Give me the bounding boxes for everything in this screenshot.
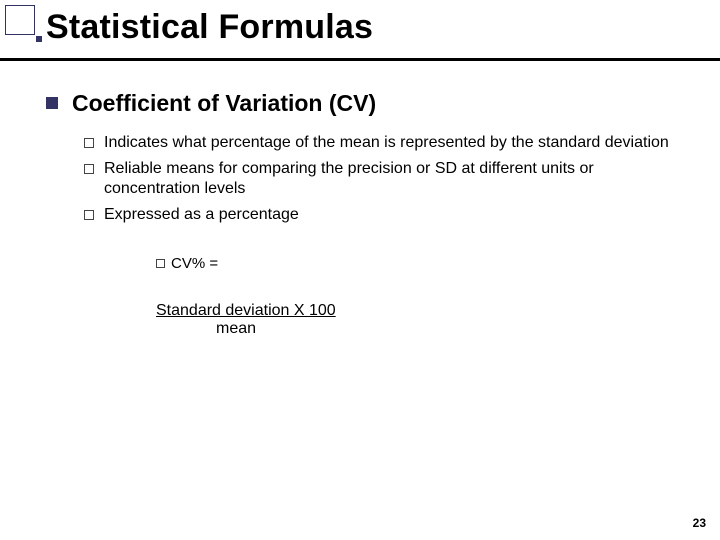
title-underline (0, 58, 720, 61)
corner-dot (36, 36, 42, 42)
hollow-square-icon (84, 210, 94, 220)
point-text: Reliable means for comparing the precisi… (104, 159, 686, 199)
hollow-square-icon (84, 164, 94, 174)
list-item: Reliable means for comparing the precisi… (84, 159, 686, 199)
list-item: Expressed as a percentage (84, 205, 686, 225)
heading-text: Coefficient of Variation (CV) (72, 90, 376, 117)
content-area: Coefficient of Variation (CV) Indicates … (46, 90, 686, 338)
list-item: CV% = (156, 255, 686, 272)
page-number: 23 (693, 516, 706, 530)
square-bullet-icon (46, 97, 58, 109)
formula-numerator: Standard deviation X 100 (156, 302, 336, 320)
slide-title: Statistical Formulas (46, 8, 373, 47)
point-text: Expressed as a percentage (104, 205, 299, 225)
formula-denominator: mean (216, 320, 686, 338)
formula-body: Standard deviation X 100 mean (156, 302, 686, 338)
formula-label-row: CV% = (156, 255, 686, 272)
point-text: Indicates what percentage of the mean is… (104, 133, 669, 153)
heading-row: Coefficient of Variation (CV) (46, 90, 686, 117)
hollow-square-icon (156, 259, 165, 268)
points-list: Indicates what percentage of the mean is… (84, 133, 686, 225)
hollow-square-icon (84, 138, 94, 148)
slide: Statistical Formulas Coefficient of Vari… (0, 0, 720, 540)
list-item: Indicates what percentage of the mean is… (84, 133, 686, 153)
formula-label: CV% = (171, 255, 218, 272)
corner-square (5, 5, 35, 35)
